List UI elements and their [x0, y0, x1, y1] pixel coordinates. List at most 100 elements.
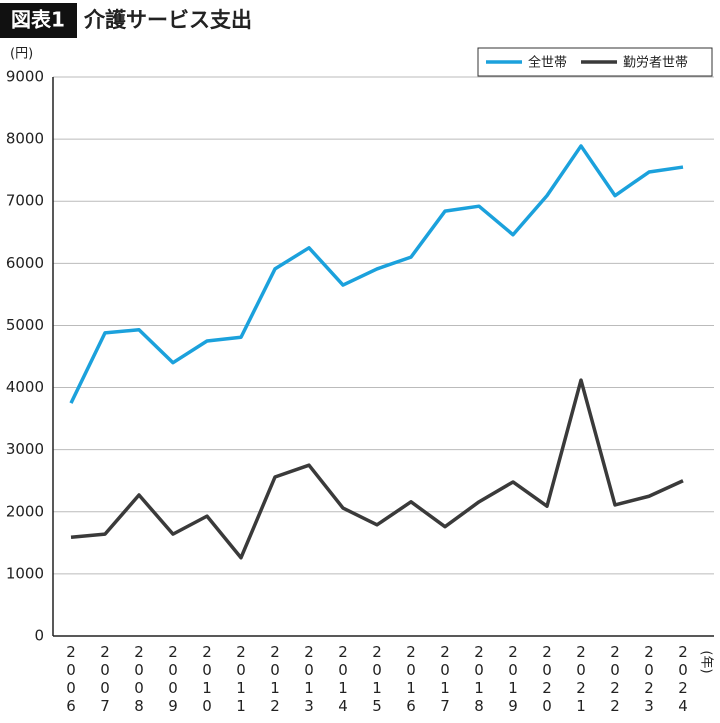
x-tick-char: 2	[678, 643, 688, 661]
figure-label: 図表1	[11, 8, 65, 32]
x-tick-char: 0	[644, 661, 654, 679]
y-tick-label: 4000	[6, 378, 44, 396]
x-tick-char: 2	[542, 679, 552, 697]
x-tick-char: 1	[406, 679, 416, 697]
x-tick-char: 2	[576, 643, 586, 661]
x-tick-char: 1	[270, 679, 280, 697]
x-tick-char: 3	[304, 697, 314, 715]
x-tick-char: 0	[168, 679, 178, 697]
x-tick-char: 0	[168, 661, 178, 679]
x-tick-char: 2	[168, 643, 178, 661]
x-tick-char: 2	[440, 643, 450, 661]
x-tick-char: 2	[644, 643, 654, 661]
figure-label-box	[0, 3, 77, 38]
x-tick-char: 0	[372, 661, 382, 679]
x-tick-char: 0	[678, 661, 688, 679]
x-tick-char: 2	[304, 643, 314, 661]
x-tick-char: 2	[372, 643, 382, 661]
x-tick-char: 2	[270, 697, 280, 715]
x-tick-char: 2	[202, 643, 212, 661]
y-tick-label: 2000	[6, 502, 44, 520]
x-tick-char: 2	[270, 643, 280, 661]
x-tick-char: 0	[236, 661, 246, 679]
y-tick-label: 8000	[6, 130, 44, 148]
x-tick-char: 1	[236, 697, 246, 715]
x-tick-char: 0	[576, 661, 586, 679]
x-tick-char: 8	[134, 697, 144, 715]
x-tick-char: 3	[644, 697, 654, 715]
legend-label: 全世帯	[528, 55, 567, 71]
y-tick-label: 6000	[6, 254, 44, 272]
x-tick-char: 8	[474, 697, 484, 715]
x-tick-char: 2	[236, 643, 246, 661]
x-tick-char: 0	[338, 661, 348, 679]
x-tick-char: 0	[610, 661, 620, 679]
x-tick-char: 6	[66, 697, 76, 715]
x-tick-char: 0	[542, 661, 552, 679]
legend-label: 勤労者世帯	[623, 56, 688, 71]
x-tick-char: 0	[270, 661, 280, 679]
x-tick-char: 0	[202, 661, 212, 679]
x-tick-char: 2	[508, 643, 518, 661]
x-tick-char: 9	[168, 697, 178, 715]
x-tick-char: 0	[202, 697, 212, 715]
x-tick-char: 0	[66, 679, 76, 697]
y-unit: (円)	[10, 47, 33, 62]
x-tick-char: 1	[372, 679, 382, 697]
x-tick-char: 2	[134, 643, 144, 661]
y-tick-label: 1000	[6, 564, 44, 582]
x-tick-char: 1	[338, 679, 348, 697]
x-tick-char: 2	[610, 697, 620, 715]
y-tick-label: 0	[34, 627, 44, 645]
x-tick-char: 0	[304, 661, 314, 679]
x-tick-char: 1	[474, 679, 484, 697]
line-series	[69, 144, 684, 404]
x-tick-char: 2	[100, 643, 110, 661]
x-tick-char: 0	[134, 661, 144, 679]
x-tick-char: 2	[338, 643, 348, 661]
x-tick-char: 2	[474, 643, 484, 661]
y-tick-label: 3000	[6, 440, 44, 458]
x-tick-char: 7	[440, 697, 450, 715]
x-tick-char: 1	[576, 697, 586, 715]
x-tick-char: 2	[542, 643, 552, 661]
x-tick-char: 2	[576, 679, 586, 697]
x-tick-char: 1	[304, 679, 314, 697]
x-tick-char: 2	[66, 643, 76, 661]
x-tick-char: 2	[610, 679, 620, 697]
x-tick-char: 0	[66, 661, 76, 679]
x-tick-char: 0	[440, 661, 450, 679]
x-tick-char: 2	[406, 643, 416, 661]
y-tick-label: 9000	[6, 68, 44, 86]
x-tick-char: 5	[372, 697, 382, 715]
x-tick-char: 0	[508, 661, 518, 679]
x-tick-char: 4	[338, 697, 348, 715]
x-tick-char: 6	[406, 697, 416, 715]
x-tick-char: 2	[644, 679, 654, 697]
x-tick-char: 0	[406, 661, 416, 679]
y-tick-label: 7000	[6, 192, 44, 210]
y-tick-label: 5000	[6, 316, 44, 334]
line-series	[70, 378, 684, 560]
x-tick-char: 9	[508, 697, 518, 715]
x-tick-char: 0	[100, 661, 110, 679]
x-tick-char: 1	[236, 679, 246, 697]
